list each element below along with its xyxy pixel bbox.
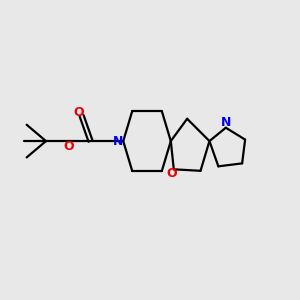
- Text: N: N: [220, 116, 231, 129]
- Text: N: N: [113, 135, 123, 148]
- Text: O: O: [166, 167, 177, 180]
- Text: O: O: [63, 140, 74, 153]
- Text: O: O: [74, 106, 84, 119]
